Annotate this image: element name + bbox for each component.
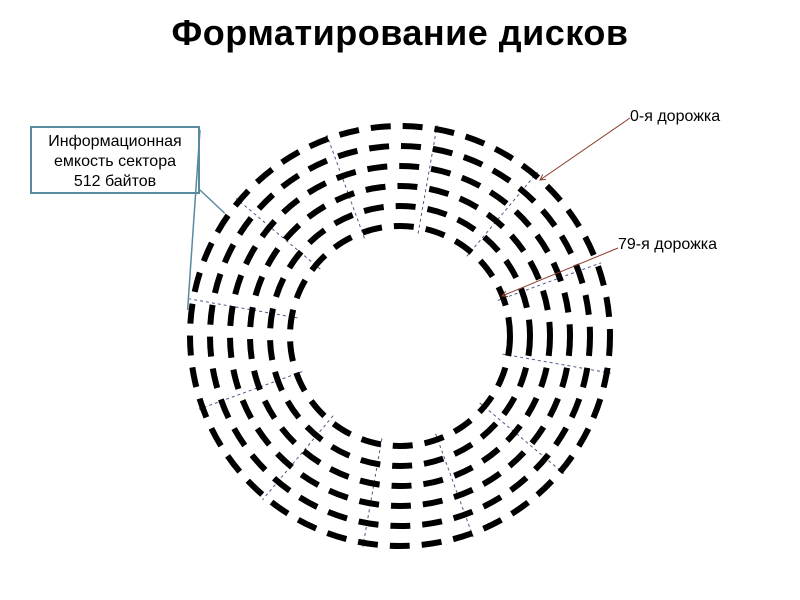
- sector-line: [418, 125, 437, 233]
- sector-line: [262, 416, 333, 500]
- sector-line: [502, 354, 610, 373]
- disk-diagram: [0, 0, 800, 600]
- track-0: [290, 226, 510, 446]
- track-3: [230, 166, 570, 506]
- track-2: [250, 186, 550, 486]
- track-1: [270, 206, 530, 466]
- sector-line: [363, 438, 382, 546]
- sector-line: [327, 135, 365, 238]
- sector-line: [189, 299, 297, 318]
